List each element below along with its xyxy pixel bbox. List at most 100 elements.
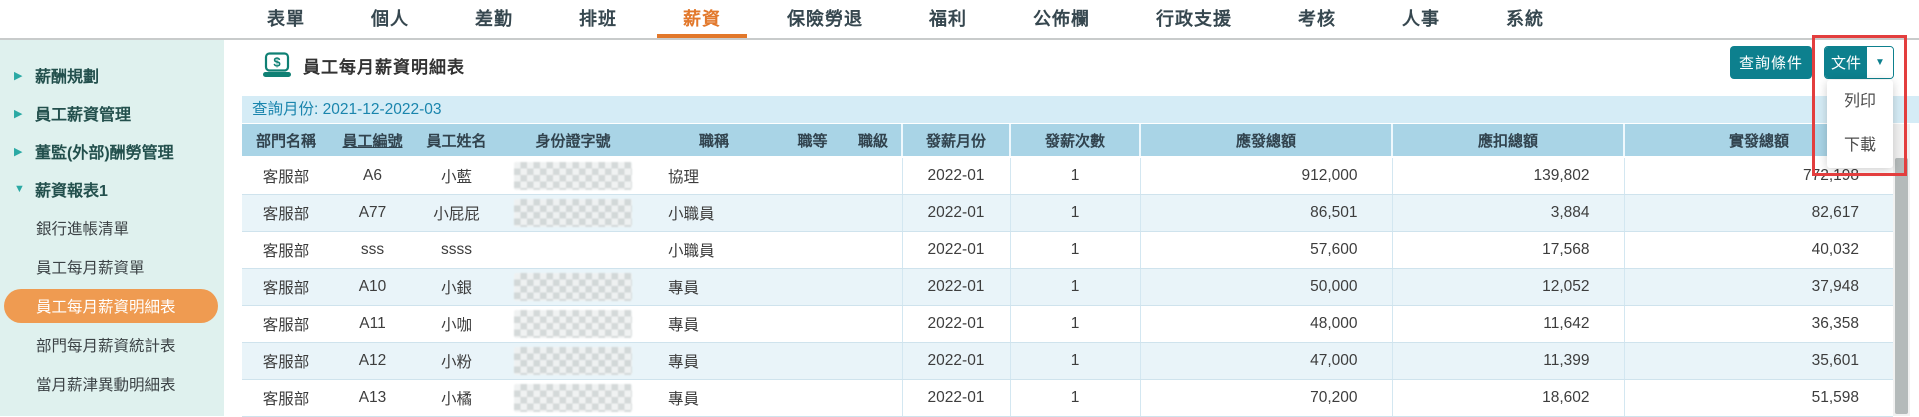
masked-id-block — [514, 346, 632, 375]
cell-net: 40,032 — [1623, 231, 1893, 269]
cell-dept: 客服部 — [242, 268, 330, 306]
cell-emp-no: sss — [330, 231, 415, 269]
cell-net: 36,358 — [1623, 305, 1893, 343]
sidebar-item-monthly-payslip[interactable]: 員工每月薪資單 — [36, 259, 145, 277]
nav-tab[interactable]: 表單 — [267, 9, 305, 29]
cell-job-title: 小職員 — [648, 194, 780, 232]
sidebar-item-dept-monthly-stats[interactable]: 部門每月薪資統計表 — [36, 337, 176, 355]
sidebar-group-label: 董監(外部)酬勞管理 — [35, 145, 174, 162]
cell-id-number — [498, 231, 648, 269]
nav-tab[interactable]: 考核 — [1298, 9, 1336, 29]
sidebar-group-salary-planning[interactable]: ▶ 薪酬規劃 — [0, 56, 224, 94]
cell-job-title: 協理 — [648, 157, 780, 195]
masked-id-block — [514, 309, 632, 338]
dropdown-arrow-icon[interactable]: ▼ — [1867, 47, 1893, 78]
sidebar-item-bank-deposit-list[interactable]: 銀行進帳清單 — [36, 220, 130, 238]
cell-deduction: 11,399 — [1391, 342, 1624, 380]
menu-item-download[interactable]: 下載 — [1843, 137, 1876, 154]
cell-emp-no: A10 — [330, 268, 415, 306]
cell-net: 37,948 — [1623, 268, 1893, 306]
cell-job-title: 專員 — [648, 379, 780, 417]
nav-tab[interactable]: 行政支援 — [1156, 9, 1232, 29]
cell-emp-name: 小銀 — [415, 268, 498, 306]
menu-item-print[interactable]: 列印 — [1843, 93, 1876, 110]
sidebar-item-monthly-salary-detail-selected[interactable]: 員工每月薪資明細表 — [4, 288, 218, 323]
cell-gross: 50,000 — [1139, 268, 1392, 306]
cell-net: 82,617 — [1623, 194, 1893, 232]
cell-job-title: 小職員 — [648, 231, 780, 269]
sidebar-group-director-pay[interactable]: ▶ 董監(外部)酬勞管理 — [0, 132, 224, 170]
cell-dept: 客服部 — [242, 342, 330, 380]
nav-tab[interactable]: 保險勞退 — [787, 9, 863, 29]
cell-level — [845, 231, 902, 269]
cell-emp-name: ssss — [415, 231, 498, 269]
query-month-strip: 查詢月份: 2021-12-2022-03 — [242, 96, 1919, 123]
col-pay-month: 發薪月份 — [901, 124, 1010, 158]
cell-pay-month: 2022-01 — [901, 379, 1010, 417]
cell-id-number — [498, 157, 648, 195]
cell-pay-count: 1 — [1009, 268, 1140, 306]
sidebar: ▶ 薪酬規劃 ▶ 員工薪資管理 ▶ 董監(外部)酬勞管理 ▼ 薪資報表1 銀行進… — [0, 40, 224, 416]
col-job-title: 職稱 — [648, 124, 780, 158]
cell-dept: 客服部 — [242, 305, 330, 343]
sidebar-group-label: 薪酬規劃 — [35, 69, 100, 86]
sidebar-item-current-month-changes[interactable]: 當月薪津異動明細表 — [36, 376, 176, 394]
cell-level — [845, 157, 902, 195]
nav-tab-active[interactable]: 薪資 — [657, 0, 747, 38]
table-row: 客服部 sss ssss 小職員 2022-01 1 57,600 17,568… — [242, 231, 1893, 269]
sidebar-group-employee-salary[interactable]: ▶ 員工薪資管理 — [0, 94, 224, 132]
svg-text:$: $ — [273, 55, 281, 70]
cell-gross: 48,000 — [1139, 305, 1392, 343]
triangle-right-icon: ▶ — [14, 145, 23, 158]
sidebar-group-salary-reports[interactable]: ▼ 薪資報表1 — [0, 170, 224, 208]
table-header-row: 部門名稱 員工編號 員工姓名 身份證字號 職稱 職等 職級 發薪月份 發薪次數 … — [242, 124, 1893, 158]
nav-tab[interactable]: 公佈欄 — [1033, 9, 1090, 29]
cell-level — [845, 342, 902, 380]
page-title: 員工每月薪資明細表 — [303, 57, 465, 77]
cell-net: 51,598 — [1623, 379, 1893, 417]
nav-tab[interactable]: 個人 — [371, 9, 409, 29]
cell-deduction: 12,052 — [1391, 268, 1624, 306]
salary-detail-table: 部門名稱 員工編號 員工姓名 身份證字號 職稱 職等 職級 發薪月份 發薪次數 … — [242, 124, 1893, 417]
file-button-label[interactable]: 文件 — [1825, 47, 1867, 78]
cell-dept: 客服部 — [242, 231, 330, 269]
table-row: 客服部 A6 小藍 協理 2022-01 1 912,000 139,802 7… — [242, 157, 1893, 195]
cell-pay-count: 1 — [1009, 342, 1140, 380]
col-gross-total: 應發總額 — [1139, 124, 1392, 158]
cell-level — [845, 194, 902, 232]
cell-emp-name: 小橘 — [415, 379, 498, 417]
cell-pay-month: 2022-01 — [901, 157, 1010, 195]
cell-gross: 70,200 — [1139, 379, 1392, 417]
table-row: 客服部 A11 小咖 專員 2022-01 1 48,000 11,642 36… — [242, 305, 1893, 343]
nav-tab[interactable]: 福利 — [929, 9, 967, 29]
cell-emp-name: 小粉 — [415, 342, 498, 380]
cell-id-number — [498, 305, 648, 343]
nav-tab[interactable]: 人事 — [1402, 9, 1440, 29]
col-emp-no-sortable[interactable]: 員工編號 — [330, 124, 415, 158]
cell-net: 35,601 — [1623, 342, 1893, 380]
cell-gross: 86,501 — [1139, 194, 1392, 232]
cell-pay-month: 2022-01 — [901, 268, 1010, 306]
cell-id-number — [498, 379, 648, 417]
cell-pay-count: 1 — [1009, 379, 1140, 417]
cell-deduction: 11,642 — [1391, 305, 1624, 343]
nav-tab[interactable]: 系統 — [1506, 9, 1544, 29]
vertical-scrollbar[interactable] — [1893, 124, 1910, 416]
cell-level — [845, 268, 902, 306]
triangle-right-icon: ▶ — [14, 69, 23, 82]
cell-deduction: 3,884 — [1391, 194, 1624, 232]
nav-tab[interactable]: 差勤 — [475, 9, 513, 29]
cell-gross: 57,600 — [1139, 231, 1392, 269]
col-deduction-total: 應扣總額 — [1391, 124, 1624, 158]
nav-tab[interactable]: 排班 — [579, 9, 617, 29]
cell-grade — [780, 342, 845, 380]
cell-pay-month: 2022-01 — [901, 305, 1010, 343]
file-split-button[interactable]: 文件 ▼ — [1824, 46, 1894, 79]
scrollbar-thumb[interactable] — [1895, 158, 1908, 414]
query-conditions-button[interactable]: 查詢條件 — [1730, 46, 1812, 79]
page-header: $ 員工每月薪資明細表 — [262, 52, 465, 78]
cell-deduction: 17,568 — [1391, 231, 1624, 269]
cell-grade — [780, 379, 845, 417]
cell-job-title: 專員 — [648, 342, 780, 380]
masked-id-block — [514, 383, 632, 412]
